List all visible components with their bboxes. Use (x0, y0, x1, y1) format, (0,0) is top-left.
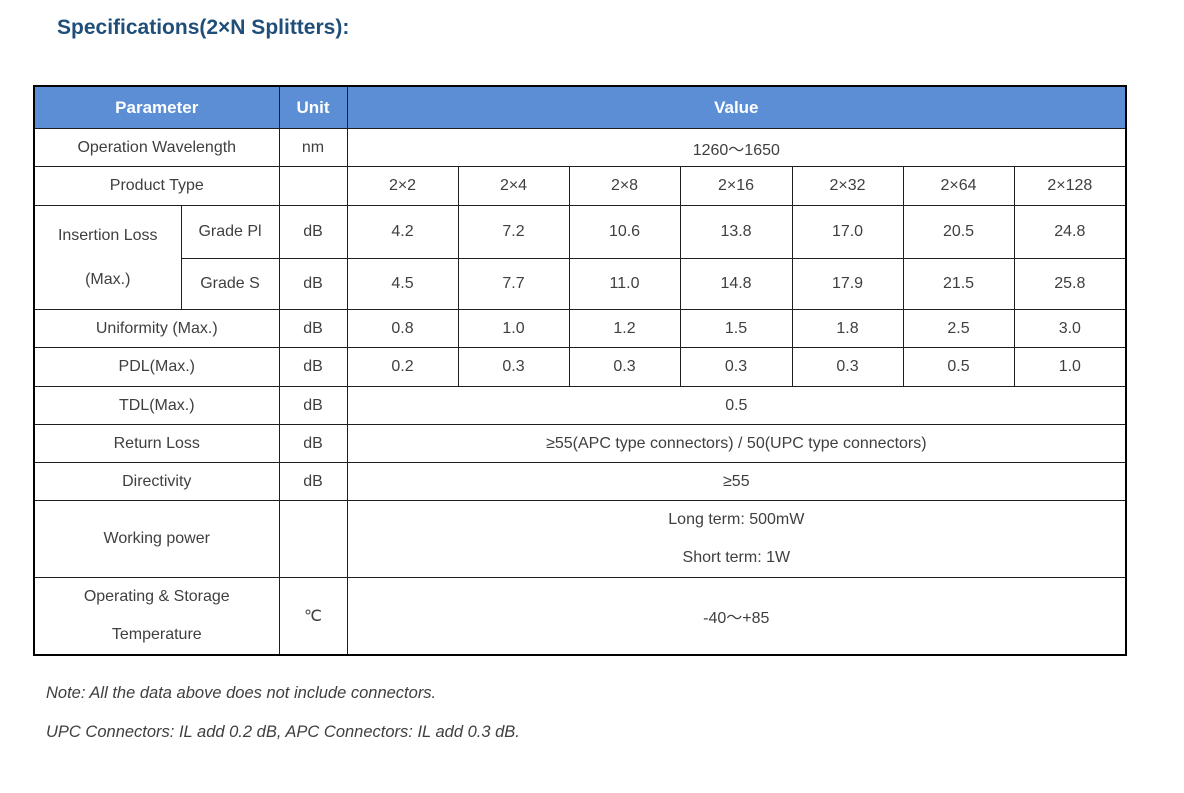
footnotes: Note: All the data above does not includ… (46, 684, 1184, 742)
parameter-cell: Product Type (33, 166, 280, 206)
note-connectors: Note: All the data above does not includ… (46, 684, 437, 702)
unit-cell: dB (278, 258, 348, 310)
grade-cell: Grade S (180, 258, 280, 310)
parameter-cell: TDL(Max.) (33, 386, 280, 425)
value-cell: 0.5 (902, 347, 1015, 387)
value-cell: 11.0 (568, 258, 681, 310)
value-cell: 0.3 (791, 347, 904, 387)
row-working-power: Working power Long term: 500mW Short ter… (33, 500, 1127, 578)
parameter-cell: PDL(Max.) (33, 347, 280, 387)
value-cell: 2×128 (1013, 166, 1127, 206)
row-tdl: TDL(Max.) dB 0.5 (33, 386, 1127, 425)
row-directivity: Directivity dB ≥55 (33, 462, 1127, 501)
value-cell: 2×2 (346, 166, 459, 206)
page-title: Specifications(2×N Splitters): (57, 16, 350, 39)
value-cell: 25.8 (1013, 258, 1127, 310)
value-cell: 1.2 (568, 309, 681, 348)
value-cell: 17.0 (791, 205, 904, 259)
unit-cell: nm (278, 128, 348, 167)
row-return-loss: Return Loss dB ≥55(APC type connectors) … (33, 424, 1127, 463)
parameter-cell-temperature: Operating & Storage Temperature (33, 577, 280, 656)
row-operation-wavelength: Operation Wavelength nm 1260～1650 (33, 128, 1127, 167)
table-header-row: Parameter Unit Value (33, 85, 1127, 129)
parameter-cell: Uniformity (Max.) (33, 309, 280, 348)
value-cell: 2×16 (679, 166, 793, 206)
unit-cell: dB (278, 347, 348, 387)
value-cell: 2×8 (568, 166, 681, 206)
col-header-parameter: Parameter (33, 85, 280, 129)
unit-cell: dB (278, 205, 348, 259)
value-cell: 1.5 (679, 309, 793, 348)
value-cell-working-power: Long term: 500mW Short term: 1W (346, 500, 1127, 578)
parameter-cell: Operation Wavelength (33, 128, 280, 167)
grade-cell: Grade Pl (180, 205, 280, 259)
temperature-label-line2: Temperature (111, 626, 202, 643)
unit-cell: dB (278, 462, 348, 501)
row-insertion-loss-grade-pl: Insertion Loss (Max.) Grade Pl dB 4.2 7.… (33, 205, 1127, 310)
parameter-cell: Return Loss (33, 424, 280, 463)
value-cell: 4.2 (346, 205, 459, 259)
value-cell: 1.0 (1013, 347, 1127, 387)
row-temperature: Operating & Storage Temperature ℃ -40～+8… (33, 577, 1127, 656)
row-pdl: PDL(Max.) dB 0.2 0.3 0.3 0.3 0.3 0.5 1.0 (33, 347, 1127, 387)
value-cell: 7.7 (457, 258, 570, 310)
col-header-value: Value (346, 85, 1127, 129)
value-cell: 21.5 (902, 258, 1015, 310)
unit-cell (278, 166, 348, 206)
temperature-label: Operating & Storage Temperature (35, 578, 278, 654)
row-product-type: Product Type 2×2 2×4 2×8 2×16 2×32 2×64 … (33, 166, 1127, 206)
col-header-unit: Unit (278, 85, 348, 129)
value-cell: 2×64 (902, 166, 1015, 206)
working-power-value: Long term: 500mW Short term: 1W (348, 502, 1125, 577)
value-cell: 1.0 (457, 309, 570, 348)
value-cell: 0.2 (346, 347, 459, 387)
insertion-loss-label-line1: Insertion Loss (57, 226, 158, 244)
row-uniformity: Uniformity (Max.) dB 0.8 1.0 1.2 1.5 1.8… (33, 309, 1127, 348)
value-cell: -40～+85 (346, 577, 1127, 656)
value-cell: 7.2 (457, 205, 570, 259)
value-cell: 24.8 (1013, 205, 1127, 259)
value-cell: 10.6 (568, 205, 681, 259)
insertion-loss-label: Insertion Loss (Max.) (35, 214, 180, 302)
value-cell: 14.8 (679, 258, 793, 310)
value-cell: 3.0 (1013, 309, 1127, 348)
unit-cell (278, 500, 348, 578)
value-cell: 0.5 (346, 386, 1127, 425)
value-cell: 17.9 (791, 258, 904, 310)
specifications-table: Parameter Unit Value Operation Wavelengt… (33, 85, 1128, 656)
unit-cell: dB (278, 386, 348, 425)
insertion-loss-label-line2: (Max.) (85, 270, 131, 288)
value-cell: 1.8 (791, 309, 904, 348)
temperature-label-line1: Operating & Storage (83, 588, 230, 605)
value-cell: ≥55 (346, 462, 1127, 501)
working-power-long-term: Long term: 500mW (668, 511, 805, 528)
value-cell: 2×4 (457, 166, 570, 206)
value-cell: 20.5 (902, 205, 1015, 259)
value-cell: 0.3 (457, 347, 570, 387)
value-cell: ≥55(APC type connectors) / 50(UPC type c… (346, 424, 1127, 463)
value-cell: 1260～1650 (346, 128, 1127, 167)
row-insertion-loss-grade-s: Grade S dB 4.5 7.7 11.0 14.8 17.9 21.5 2… (34, 258, 1127, 310)
working-power-short-term: Short term: 1W (682, 549, 791, 566)
value-cell: 2.5 (902, 309, 1015, 348)
value-cell: 0.3 (679, 347, 793, 387)
parameter-cell: Directivity (33, 462, 280, 501)
note-il-addition: UPC Connectors: IL add 0.2 dB, APC Conne… (46, 723, 520, 741)
parameter-cell: Working power (33, 500, 280, 578)
unit-cell: ℃ (278, 577, 348, 656)
value-cell: 4.5 (346, 258, 459, 310)
parameter-cell-insertion-loss: Insertion Loss (Max.) (33, 205, 182, 310)
unit-cell: dB (278, 424, 348, 463)
value-cell: 0.8 (346, 309, 459, 348)
unit-cell: dB (278, 309, 348, 348)
value-cell: 0.3 (568, 347, 681, 387)
value-cell: 2×32 (791, 166, 904, 206)
value-cell: 13.8 (679, 205, 793, 259)
